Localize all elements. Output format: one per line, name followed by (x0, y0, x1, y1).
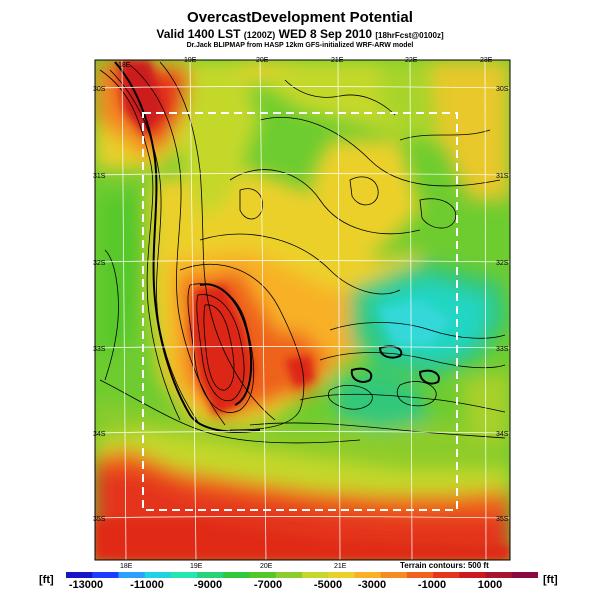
lon-label-top: 20E (256, 57, 269, 64)
colorbar-swatch (144, 572, 172, 578)
lat-label-left: 30S (93, 86, 106, 93)
map-title: OvercastDevelopment Potential (187, 9, 413, 26)
colorbar-label: -3000 (357, 579, 387, 591)
colorbar-swatch (197, 572, 224, 578)
colorbar (66, 572, 538, 578)
forecast-info: [18hrFcst@0100z] (375, 31, 444, 40)
colorbar-label: -5000 (313, 579, 343, 591)
utc-time: (1200Z) (243, 30, 276, 40)
lat-label-right: 31S (496, 173, 509, 180)
colorbar-swatch (118, 572, 146, 578)
colorbar-swatch (66, 572, 93, 578)
colorbar-swatch (92, 572, 119, 578)
map-frame (94, 59, 511, 561)
model-domain-box (142, 112, 458, 511)
lon-label-bottom: 21E (334, 563, 347, 570)
colorbar-swatch (380, 572, 408, 578)
lat-label-left: 32S (93, 260, 106, 267)
longitude-labels-bottom: 18E 19E 20E 21E (120, 563, 347, 570)
lon-label-bottom: 18E (120, 563, 133, 570)
lon-label-top: 22E (405, 57, 418, 64)
colorbar-label: 1000 (477, 579, 503, 591)
latitude-labels-left: 30S 31S 32S 33S 34S 35S (93, 86, 106, 523)
latitude-labels-right: 30S 31S 32S 33S 34S 35S (496, 86, 509, 523)
coastline (114, 61, 440, 433)
colorbar-swatch (170, 572, 198, 578)
lat-label-left: 35S (93, 516, 106, 523)
lon-label-top: 21E (331, 57, 344, 64)
colorbar-swatch (433, 572, 460, 578)
colorbar-swatch (328, 572, 355, 578)
valid-date: WED 8 Sep 2010 (278, 27, 372, 41)
valid-time: Valid 1400 LST (156, 27, 241, 41)
units-label-right: [ft] (543, 574, 558, 586)
colorbar-swatch (275, 572, 303, 578)
lon-label-top: 19E (184, 57, 197, 64)
lon-label-bottom: 20E (260, 563, 273, 570)
units-label-left: [ft] (39, 574, 54, 586)
lat-lon-grid (95, 60, 510, 560)
lat-label-right: 30S (496, 86, 509, 93)
colorbar-label: -7000 (253, 579, 283, 591)
terrain-contours-note: Terrain contours: 500 ft (400, 561, 489, 570)
lon-label-top: 18E (118, 62, 131, 69)
colorbar-swatch (249, 572, 277, 578)
colorbar-swatch (485, 572, 513, 578)
lat-label-right: 34S (496, 431, 509, 438)
lat-label-right: 33S (496, 346, 509, 353)
colorbar-label: -1000 (417, 579, 447, 591)
valid-time-line: Valid 1400 LST (1200Z) WED 8 Sep 2010 [1… (0, 27, 600, 41)
model-source-line: Dr.Jack BLIPMAP from HASP 12km GFS-initi… (186, 42, 414, 49)
colorbar-label: -11000 (130, 579, 164, 591)
lat-label-left: 34S (93, 431, 106, 438)
lon-label-bottom: 19E (190, 563, 203, 570)
colorbar-swatch (406, 572, 434, 578)
colorbar-label: -13000 (68, 579, 104, 591)
colorbar-label: -9000 (193, 579, 223, 591)
map-field (95, 60, 510, 560)
colorbar-swatch (302, 572, 329, 578)
colorbar-swatch (459, 572, 487, 578)
longitude-labels-top: 18E 19E 20E 21E 22E 23E (118, 57, 493, 69)
lat-label-right: 35S (496, 516, 509, 523)
lat-label-left: 33S (93, 346, 106, 353)
lat-label-left: 31S (93, 173, 106, 180)
lat-label-right: 32S (496, 260, 509, 267)
colorbar-swatch (511, 572, 538, 578)
lon-label-top: 23E (480, 57, 493, 64)
colorbar-swatch (354, 572, 382, 578)
colorbar-swatch (223, 572, 251, 578)
